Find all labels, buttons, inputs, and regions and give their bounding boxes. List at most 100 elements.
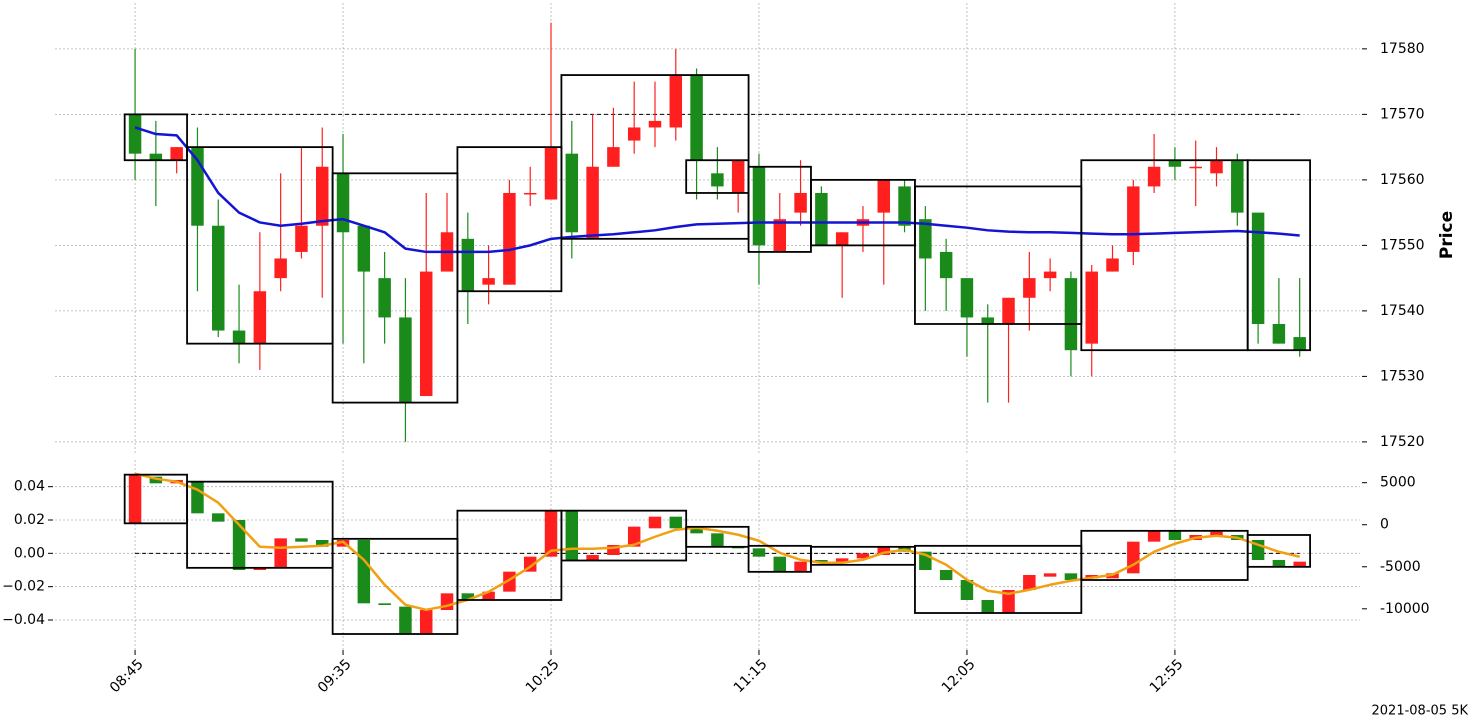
candle-body	[877, 179, 890, 213]
candle-body	[690, 75, 703, 161]
y-tick-label: 17540	[1380, 303, 1425, 319]
range-box	[685, 525, 750, 548]
candle-body	[773, 219, 787, 252]
candle-body	[939, 251, 953, 279]
candle-body	[1251, 212, 1265, 324]
candle-body	[544, 510, 558, 557]
candle-body	[1064, 573, 1078, 580]
range-box	[1080, 159, 1249, 352]
x-tick-label: 12:55	[1147, 656, 1187, 696]
candle-body	[1272, 323, 1286, 344]
candle-body	[835, 558, 849, 562]
candle-body	[419, 271, 433, 397]
candle-body	[815, 560, 828, 562]
y2-tick-label: 0	[1380, 517, 1389, 533]
candle-body	[627, 526, 641, 547]
y-tick-label: 17560	[1380, 172, 1425, 188]
annotation: 2021-08-05 5K	[1372, 704, 1469, 719]
candle-body	[1168, 160, 1182, 167]
candle-body	[731, 160, 745, 193]
candle-body	[960, 278, 974, 318]
y-tick-label: 17550	[1380, 237, 1425, 253]
candle-body	[212, 513, 225, 522]
candle-body	[794, 192, 807, 213]
candle-body	[212, 225, 225, 331]
candle-body	[690, 528, 703, 534]
candle-body	[419, 610, 433, 634]
indicator-line	[134, 472, 1300, 612]
moving-average	[134, 126, 1300, 254]
candle-body	[253, 291, 267, 344]
candle-body	[981, 317, 994, 324]
candle-body	[586, 166, 599, 239]
candle-body	[544, 147, 558, 200]
candle-body	[1189, 166, 1202, 169]
candle-body	[669, 75, 683, 128]
y2-tick-label: -5000	[1380, 559, 1421, 575]
y-tick-label: −0.04	[2, 612, 45, 628]
y-tick-label: −0.02	[2, 579, 45, 595]
x-tick-label: 12:05	[939, 656, 979, 696]
y-tick-label: 0.02	[14, 512, 45, 528]
candle-body	[627, 127, 641, 141]
range-box	[1246, 159, 1311, 352]
candle-body	[607, 545, 620, 555]
candle-body	[1043, 573, 1057, 577]
candle-body	[1168, 530, 1182, 540]
range-box	[123, 113, 188, 162]
candle-body	[752, 166, 766, 246]
y-tick-label: 17580	[1380, 41, 1425, 57]
candle-body	[357, 540, 371, 604]
candle-body	[523, 192, 537, 195]
y-tick-label: 17520	[1380, 434, 1425, 450]
candle-body	[648, 516, 662, 529]
candle-body	[357, 225, 371, 272]
candle-body	[399, 606, 412, 634]
y-tick-label: 17570	[1380, 106, 1425, 122]
candle-body	[711, 533, 724, 547]
candle-body	[295, 225, 308, 252]
candle-body	[316, 540, 329, 547]
candle-body	[316, 166, 329, 226]
candle-body	[1210, 160, 1223, 174]
candle-body	[939, 570, 953, 580]
candle-body	[1043, 271, 1057, 279]
candle-body	[399, 317, 412, 403]
candle-body	[607, 147, 620, 167]
candle-body	[170, 147, 183, 161]
candle-body	[295, 538, 308, 542]
candle-body	[752, 548, 766, 557]
candle-body	[1127, 186, 1140, 252]
candle-body	[1002, 590, 1015, 614]
candle-body	[1023, 575, 1036, 590]
candle-body	[648, 120, 662, 128]
candle-body	[274, 258, 287, 279]
candle-body	[919, 219, 932, 259]
candle-body	[503, 192, 516, 285]
candle-body	[586, 555, 599, 560]
candle-body	[815, 192, 828, 246]
candle-body	[482, 278, 495, 285]
candle-body	[773, 556, 787, 572]
candle-body	[1293, 337, 1306, 351]
candle-body	[981, 600, 994, 614]
candle-body	[877, 546, 890, 555]
candle-body	[1210, 531, 1223, 535]
candle-body	[960, 580, 974, 600]
candle-body	[149, 476, 163, 484]
candle-body	[336, 173, 350, 233]
candle-body	[253, 568, 267, 570]
candle-body	[232, 330, 246, 344]
candle-body	[1147, 530, 1161, 542]
candle-body	[1293, 561, 1306, 567]
y-axis-label: Price	[1437, 211, 1457, 259]
range-box	[331, 172, 459, 404]
x-tick-label: 10:25	[523, 656, 563, 696]
candle-body	[1272, 560, 1286, 567]
candle-body	[1002, 297, 1015, 324]
range-box	[560, 74, 750, 240]
candle-body	[669, 516, 683, 529]
candle-body	[565, 510, 579, 560]
candle-body	[1231, 160, 1244, 213]
